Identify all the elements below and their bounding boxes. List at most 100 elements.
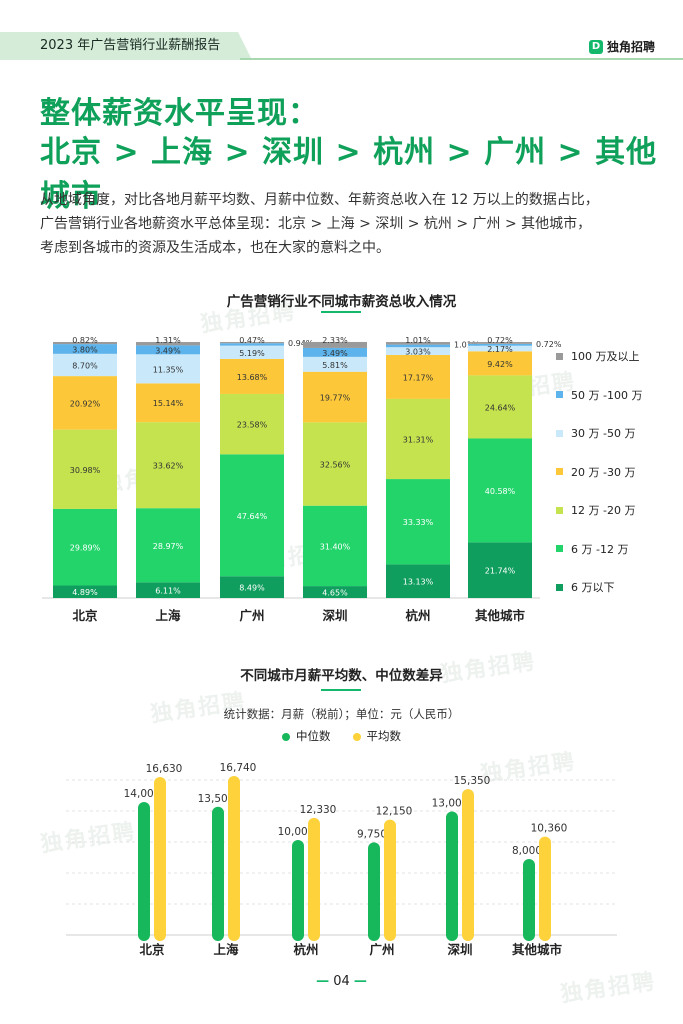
bar-segment	[220, 342, 284, 344]
data-label: 33.62%	[153, 462, 184, 471]
data-label: 13.68%	[237, 373, 268, 382]
bar	[539, 836, 551, 941]
tick-label: 北京	[72, 608, 98, 623]
data-label: 12,150	[376, 806, 413, 818]
bar-segment	[136, 422, 200, 509]
grouped-chart-subtitle: 统计数据：月薪（税前）；单位：元（人民币）	[223, 707, 460, 721]
tick-label: 北京	[139, 942, 165, 957]
data-label: 47.64%	[237, 512, 268, 521]
data-label: 3.49%	[155, 346, 181, 355]
data-label: 31.31%	[403, 435, 434, 444]
bar-segment	[136, 354, 200, 384]
data-label: 4.65%	[322, 589, 348, 598]
tick-label: 深圳	[322, 608, 347, 623]
bar-segment	[53, 585, 117, 598]
data-label: 32.56%	[320, 461, 351, 470]
bar-segment	[303, 422, 367, 506]
bar	[138, 802, 150, 941]
legend-item: 100 万及以上	[556, 348, 640, 364]
headline-line-2: 北京 > 上海 > 深圳 > 杭州 > 广州 > 其他城市	[40, 135, 658, 214]
data-label: 0.72%	[536, 340, 562, 349]
legend-swatch	[556, 583, 563, 591]
legend-label: 6 万以下	[571, 581, 615, 594]
data-label: 11.35%	[153, 365, 184, 374]
bar-segment	[468, 345, 532, 352]
legend-swatch	[556, 429, 563, 437]
bar-segment	[220, 343, 284, 346]
tick-label: 上海	[213, 942, 239, 957]
bar-segment	[468, 438, 532, 543]
bar-segment	[386, 354, 450, 399]
data-label: 5.81%	[322, 361, 348, 370]
data-label: 5.19%	[239, 349, 265, 358]
data-label: 19.77%	[320, 394, 351, 403]
legend-label: 100 万及以上	[571, 350, 640, 363]
bar-segment	[303, 586, 367, 598]
bar-segment	[53, 508, 117, 586]
data-label: 16,740	[220, 762, 257, 774]
data-label: 14,000	[124, 788, 161, 800]
tick-label: 广州	[369, 942, 394, 957]
stacked-chart-title-underline	[321, 311, 361, 313]
page-number-dash-left: —	[316, 974, 330, 989]
header-divider	[240, 58, 683, 60]
data-label: 33.33%	[403, 518, 434, 527]
legend-label: 12 万 -20 万	[571, 504, 636, 517]
legend-item: 6 万以下	[556, 579, 615, 595]
legend-item: 6 万 -12 万	[556, 541, 628, 557]
stacked-chart-title: 广告营销行业不同城市薪资总收入情况	[226, 294, 457, 310]
legend-label: 50 万 -100 万	[571, 388, 643, 402]
bar-segment	[136, 508, 200, 583]
bar-segment	[220, 576, 284, 598]
legend-label-mean: 平均数	[366, 729, 402, 743]
data-label: 40.58%	[485, 487, 516, 496]
bar-segment	[386, 564, 450, 598]
data-label: 2.33%	[322, 336, 348, 345]
data-label: 8,000	[512, 845, 542, 857]
bar	[384, 819, 396, 941]
legend-swatch-median	[282, 732, 290, 741]
data-label: 28.97%	[153, 542, 184, 551]
bar-segment	[468, 542, 532, 598]
bar-segment	[53, 429, 117, 509]
bar-segment	[303, 347, 367, 357]
bar	[523, 859, 535, 941]
bar-segment	[468, 342, 532, 344]
bar-segment	[303, 341, 367, 348]
legend-label: 6 万 -12 万	[571, 542, 629, 556]
data-label: 8.49%	[239, 584, 265, 593]
data-label: 3.80%	[72, 345, 98, 354]
legend-swatch-mean	[352, 732, 361, 741]
data-label: 0.72%	[487, 336, 513, 345]
intro-line-3: 考虑到各城市的资源及生活成本，也在大家的意料之中。	[40, 240, 390, 256]
page-number-dash-right: —	[353, 974, 367, 989]
data-label: 2.17%	[487, 345, 513, 354]
data-label: 24.64%	[485, 403, 516, 412]
grouped-bar-chart: 14,000 16,630 北京 13,500 16,740 上海 10,000 12,330…	[66, 762, 617, 957]
data-label: 15,350	[454, 775, 491, 787]
legend-item: 30 万 -50 万	[556, 425, 635, 441]
data-label: 15.14%	[153, 399, 184, 408]
bar-segment	[53, 353, 117, 377]
legend-swatch	[556, 468, 563, 475]
legend-item-median: 中位数	[282, 728, 331, 744]
data-label: 1.01%	[405, 336, 431, 345]
tick-label: 其他城市	[475, 608, 526, 623]
bar-segment	[303, 356, 367, 372]
tick-label: 广州	[239, 608, 264, 623]
data-label: 16,630	[146, 763, 183, 775]
bar	[462, 789, 474, 941]
legend-swatch	[556, 545, 563, 552]
data-label: 1.01%	[454, 341, 480, 350]
bar-segment	[386, 344, 450, 348]
tick-label: 上海	[155, 608, 181, 623]
legend-label: 30 万 -50 万	[571, 427, 636, 440]
legend-swatch	[556, 352, 563, 360]
bar	[154, 777, 166, 941]
header-bar: 2023 年广告营销行业薪酬报告	[0, 32, 683, 60]
tick-label: 杭州	[293, 942, 318, 957]
legend-swatch	[556, 506, 563, 514]
data-label: 29.89%	[70, 544, 101, 553]
tick-label: 深圳	[447, 942, 472, 957]
bar-segment	[53, 342, 117, 345]
